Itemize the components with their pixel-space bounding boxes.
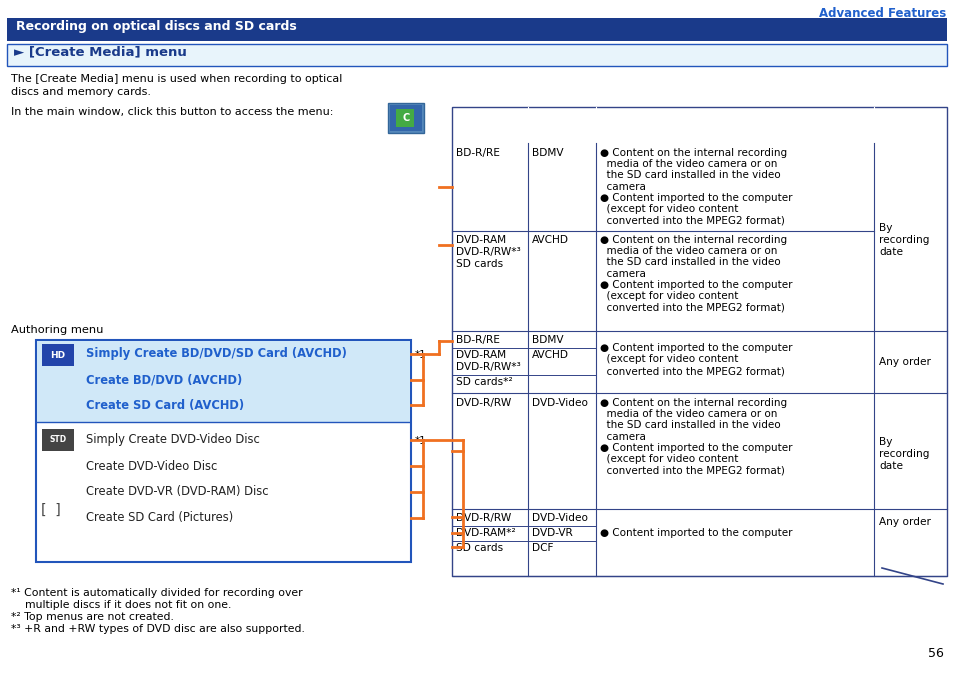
Text: Authoring menu: Authoring menu xyxy=(11,325,103,335)
Text: ● Content imported to the computer: ● Content imported to the computer xyxy=(599,192,792,203)
Text: recording: recording xyxy=(878,235,928,245)
Text: ● Content imported to the computer: ● Content imported to the computer xyxy=(599,343,792,353)
Bar xyxy=(452,107,946,143)
Text: Recording
Format: Recording Format xyxy=(530,111,593,133)
Text: HD: HD xyxy=(51,351,66,359)
Text: media of the video camera or on: media of the video camera or on xyxy=(599,246,777,256)
Text: Any order: Any order xyxy=(878,357,930,367)
Text: AVCHD: AVCHD xyxy=(532,350,568,360)
Text: DVD-Video: DVD-Video xyxy=(532,398,587,408)
Text: camera: camera xyxy=(599,269,645,279)
Text: BD-R/RE: BD-R/RE xyxy=(456,335,499,345)
Bar xyxy=(388,103,423,133)
Text: DVD-R/RW*³: DVD-R/RW*³ xyxy=(456,247,520,257)
Text: (except for video content: (except for video content xyxy=(599,454,738,464)
Text: *1: *1 xyxy=(415,436,426,446)
Text: DCF: DCF xyxy=(532,543,553,553)
Text: In the main window, click this button to access the menu:: In the main window, click this button to… xyxy=(11,107,333,117)
Text: STD: STD xyxy=(50,435,67,444)
Text: the SD card installed in the video: the SD card installed in the video xyxy=(599,421,780,431)
Text: By: By xyxy=(878,437,892,447)
Text: multiple discs if it does not fit on one.: multiple discs if it does not fit on one… xyxy=(25,600,232,610)
Text: recording: recording xyxy=(878,449,928,459)
Text: 56: 56 xyxy=(927,647,943,660)
Text: Create BD/DVD (AVCHD): Create BD/DVD (AVCHD) xyxy=(86,374,242,386)
Text: date: date xyxy=(878,247,902,257)
Text: The [Create Media] menu is used when recording to optical: The [Create Media] menu is used when rec… xyxy=(11,74,342,84)
Text: Simply Create DVD-Video Disc: Simply Create DVD-Video Disc xyxy=(86,433,259,446)
Text: DVD-Video: DVD-Video xyxy=(532,513,587,523)
Text: DVD-R/RW: DVD-R/RW xyxy=(456,513,511,523)
Text: converted into the MPEG2 format): converted into the MPEG2 format) xyxy=(599,366,784,376)
Text: *² Top menus are not created.: *² Top menus are not created. xyxy=(11,612,173,622)
Text: Advanced Features: Advanced Features xyxy=(818,7,945,20)
Text: [  ]: [ ] xyxy=(41,503,61,517)
Text: ► [Create Media] menu: ► [Create Media] menu xyxy=(14,46,187,59)
Text: Recording
Order: Recording Order xyxy=(878,111,941,133)
Text: DVD-RAM*²: DVD-RAM*² xyxy=(456,528,516,538)
Text: ● Content on the internal recording: ● Content on the internal recording xyxy=(599,398,786,408)
Text: Simply Create BD/DVD/SD Card (AVCHD): Simply Create BD/DVD/SD Card (AVCHD) xyxy=(86,347,347,361)
Text: camera: camera xyxy=(599,431,645,441)
Text: DVD-VR: DVD-VR xyxy=(532,528,572,538)
Text: converted into the MPEG2 format): converted into the MPEG2 format) xyxy=(599,302,784,312)
Text: camera: camera xyxy=(599,182,645,192)
Text: ● Content imported to the computer: ● Content imported to the computer xyxy=(599,280,792,290)
Bar xyxy=(36,340,411,562)
Text: Create DVD-VR (DVD-RAM) Disc: Create DVD-VR (DVD-RAM) Disc xyxy=(86,485,269,499)
Text: (except for video content: (except for video content xyxy=(599,291,738,301)
Text: AVCHD: AVCHD xyxy=(532,235,568,245)
Bar xyxy=(7,44,946,66)
Text: discs and memory cards.: discs and memory cards. xyxy=(11,87,151,97)
Text: Create DVD-Video Disc: Create DVD-Video Disc xyxy=(86,460,217,472)
Text: ● Content imported to the computer: ● Content imported to the computer xyxy=(599,443,792,453)
Text: media of the video camera or on: media of the video camera or on xyxy=(599,409,777,419)
Text: (except for video content: (except for video content xyxy=(599,355,738,365)
Text: the SD card installed in the video: the SD card installed in the video xyxy=(599,257,780,267)
Text: date: date xyxy=(878,461,902,471)
Text: Recording on optical discs and SD cards: Recording on optical discs and SD cards xyxy=(16,20,296,33)
Text: C: C xyxy=(402,113,409,123)
Text: Media: Media xyxy=(471,111,508,121)
Text: SD cards: SD cards xyxy=(456,543,502,553)
Text: *1: *1 xyxy=(415,350,426,360)
Text: ● Content on the internal recording: ● Content on the internal recording xyxy=(599,148,786,158)
Text: Any order: Any order xyxy=(878,517,930,527)
Bar xyxy=(42,344,74,366)
Bar xyxy=(390,105,421,131)
Bar xyxy=(7,18,946,41)
Text: Create SD Card (Pictures): Create SD Card (Pictures) xyxy=(86,511,233,524)
Text: DVD-R/RW*³: DVD-R/RW*³ xyxy=(456,362,520,372)
Bar xyxy=(42,429,74,451)
Text: By: By xyxy=(878,223,892,233)
Bar xyxy=(395,109,414,127)
Text: the SD card installed in the video: the SD card installed in the video xyxy=(599,170,780,180)
Text: BD-R/RE: BD-R/RE xyxy=(456,148,499,158)
Text: *¹ Content is automatically divided for recording over: *¹ Content is automatically divided for … xyxy=(11,588,302,598)
Text: BDMV: BDMV xyxy=(532,335,563,345)
Text: (except for video content: (except for video content xyxy=(599,204,738,214)
Text: Subject to recording: Subject to recording xyxy=(670,111,798,121)
Text: SD cards*²: SD cards*² xyxy=(456,377,512,387)
Text: SD cards: SD cards xyxy=(456,259,502,269)
Bar xyxy=(37,341,410,422)
Text: DVD-R/RW: DVD-R/RW xyxy=(456,398,511,408)
Text: ● Content imported to the computer: ● Content imported to the computer xyxy=(599,528,792,538)
Text: DVD-RAM: DVD-RAM xyxy=(456,350,506,360)
Text: converted into the MPEG2 format): converted into the MPEG2 format) xyxy=(599,465,784,475)
Bar xyxy=(452,107,946,576)
Text: converted into the MPEG2 format): converted into the MPEG2 format) xyxy=(599,215,784,225)
Text: *³ +R and +RW types of DVD disc are also supported.: *³ +R and +RW types of DVD disc are also… xyxy=(11,624,305,634)
Text: DVD-RAM: DVD-RAM xyxy=(456,235,506,245)
Text: Create SD Card (AVCHD): Create SD Card (AVCHD) xyxy=(86,398,244,411)
Text: BDMV: BDMV xyxy=(532,148,563,158)
Text: media of the video camera or on: media of the video camera or on xyxy=(599,160,777,169)
Text: ● Content on the internal recording: ● Content on the internal recording xyxy=(599,235,786,245)
